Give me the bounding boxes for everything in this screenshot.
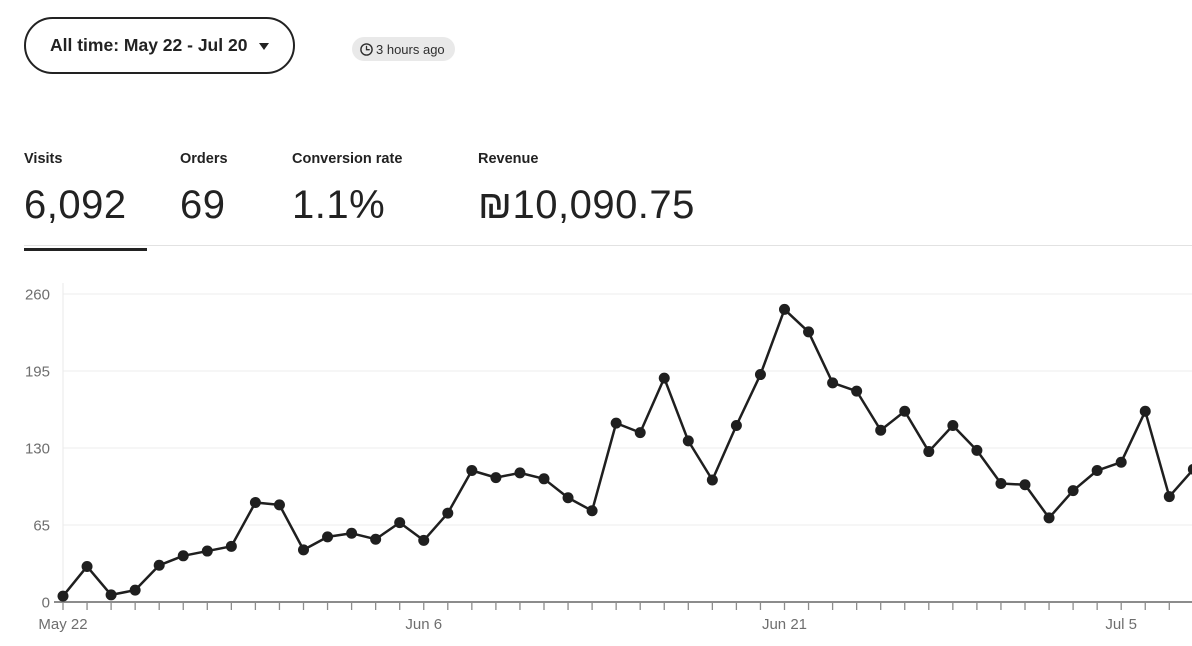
chart-point[interactable] <box>995 478 1007 490</box>
chart-point[interactable] <box>947 419 959 431</box>
chart-point[interactable] <box>538 473 550 485</box>
chart-point[interactable] <box>899 405 911 417</box>
chart-point[interactable] <box>658 372 670 384</box>
chart-point[interactable] <box>273 499 285 511</box>
chart-point[interactable] <box>1163 491 1175 503</box>
chart-point[interactable] <box>1067 485 1079 497</box>
x-tick-label: May 22 <box>38 616 87 633</box>
chart-point[interactable] <box>1115 456 1127 468</box>
metric-value: 1.1% <box>292 183 386 227</box>
y-tick-label: 195 <box>25 364 50 381</box>
chart-point[interactable] <box>1091 465 1103 477</box>
last-updated-badge: 3 hours ago <box>352 37 455 61</box>
chart-point[interactable] <box>610 417 622 429</box>
chart-point[interactable] <box>225 540 237 552</box>
y-tick-label: 0 <box>42 595 50 612</box>
chart-point[interactable] <box>586 505 598 517</box>
y-axis-labels: 0 65 130 195 260 <box>25 287 50 612</box>
data-points <box>57 303 1192 602</box>
visits-line-chart: 0 65 130 195 260 May 22 Jun 6 Jun 21 Jul 5 <box>25 283 1192 633</box>
chart-point[interactable] <box>466 465 478 477</box>
chart-point[interactable] <box>201 545 213 557</box>
chart-point[interactable] <box>827 377 839 389</box>
chart-point[interactable] <box>923 446 935 458</box>
chart-point[interactable] <box>754 369 766 381</box>
metric-label: Conversion rate <box>292 151 403 167</box>
chart-point[interactable] <box>1139 405 1151 417</box>
metric-value: 6,092 <box>24 183 127 227</box>
tab-orders[interactable]: Orders 69 <box>180 151 292 227</box>
chart-point[interactable] <box>562 492 574 504</box>
date-range-selector[interactable]: All time: May 22 - Jul 20 <box>24 17 296 74</box>
chart-point[interactable] <box>803 326 815 338</box>
chart-point[interactable] <box>370 533 382 545</box>
y-tick-label: 130 <box>25 441 50 458</box>
x-axis-labels: May 22 Jun 6 Jun 21 Jul 5 <box>38 616 1137 633</box>
metric-label: Orders <box>180 151 228 167</box>
metric-label: Revenue <box>478 151 539 167</box>
tab-visits[interactable]: Visits 6,092 <box>24 151 180 251</box>
visits-series-line <box>61 308 1192 598</box>
chart-point[interactable] <box>514 467 526 479</box>
chart-point[interactable] <box>105 589 117 601</box>
chart-point[interactable] <box>634 427 646 439</box>
chart-point[interactable] <box>851 385 863 397</box>
tab-conversion-rate[interactable]: Conversion rate 1.1% <box>292 151 478 227</box>
chevron-down-icon <box>259 43 270 50</box>
chart-point[interactable] <box>682 435 694 447</box>
chart-point[interactable] <box>779 303 790 315</box>
chart-point[interactable] <box>730 419 742 431</box>
chart-point[interactable] <box>57 590 69 602</box>
chart-point[interactable] <box>418 534 430 546</box>
chart-point[interactable] <box>490 472 502 484</box>
y-tick-label: 260 <box>25 287 50 304</box>
chart-point[interactable] <box>875 424 887 436</box>
x-axis-ticks <box>62 603 1170 610</box>
metric-label: Visits <box>24 151 63 167</box>
last-updated-text: 3 hours ago <box>376 41 445 57</box>
x-tick-label: Jun 6 <box>405 616 442 633</box>
metric-value: 69 <box>180 183 226 227</box>
clock-icon <box>360 42 373 56</box>
date-range-label: All time: May 22 - Jul 20 <box>50 35 248 55</box>
chart-point[interactable] <box>1187 463 1192 475</box>
chart-point[interactable] <box>1019 479 1031 491</box>
chart-point[interactable] <box>249 496 261 508</box>
chart-point[interactable] <box>322 531 334 543</box>
chart-point[interactable] <box>129 584 141 596</box>
y-tick-label: 65 <box>33 518 50 535</box>
chart-point[interactable] <box>394 517 406 529</box>
chart-point[interactable] <box>346 527 358 539</box>
metric-value: ₪10,090.75 <box>478 183 695 227</box>
chart-point[interactable] <box>706 474 718 486</box>
chart-point[interactable] <box>153 559 165 571</box>
chart-point[interactable] <box>1043 512 1055 524</box>
gridlines <box>63 293 1192 526</box>
x-tick-label: Jul 5 <box>1105 616 1137 633</box>
x-tick-label: Jun 21 <box>762 616 807 633</box>
chart-point[interactable] <box>971 444 983 456</box>
chart-point[interactable] <box>442 507 454 519</box>
tab-revenue[interactable]: Revenue ₪10,090.75 <box>478 151 695 227</box>
chart-point[interactable] <box>177 550 189 562</box>
visits-chart: 0 65 130 195 260 May 22 Jun 6 Jun 21 Jul 5 <box>0 280 1192 640</box>
chart-point[interactable] <box>298 544 309 556</box>
metrics-tabs: Visits 6,092 Orders 69 Conversion rate 1… <box>24 151 1192 251</box>
chart-point[interactable] <box>81 560 93 572</box>
